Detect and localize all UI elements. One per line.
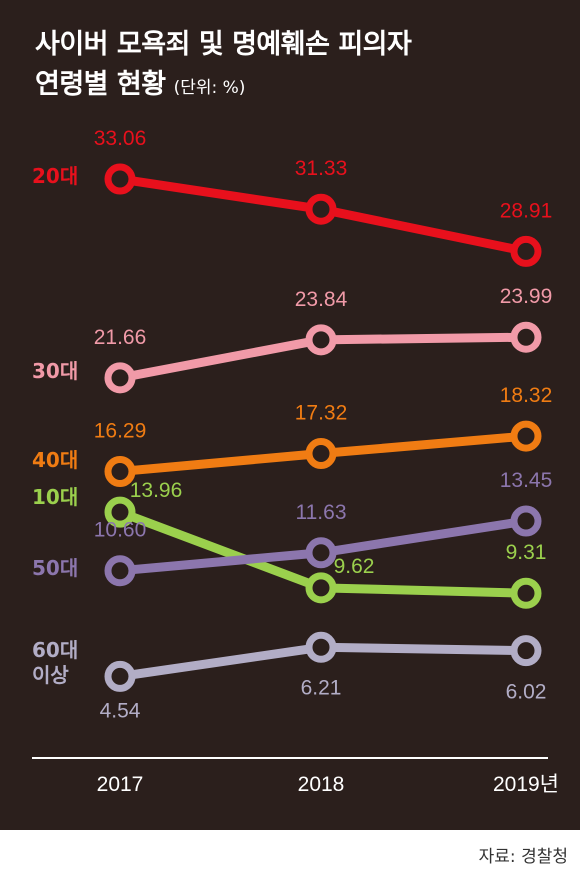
data-label: 6.21 bbox=[301, 676, 342, 699]
data-point bbox=[104, 660, 136, 692]
data-point bbox=[305, 631, 337, 663]
data-point bbox=[305, 572, 337, 604]
data-point bbox=[104, 456, 136, 488]
data-point bbox=[510, 505, 542, 537]
data-point bbox=[510, 577, 542, 609]
data-label: 13.96 bbox=[130, 479, 183, 502]
data-label: 33.06 bbox=[94, 127, 147, 150]
data-point bbox=[510, 235, 542, 267]
data-point bbox=[104, 555, 136, 587]
data-point bbox=[104, 362, 136, 394]
title-line-2-text: 연령별 현황 bbox=[35, 69, 166, 100]
series-legend-label: 이상 bbox=[32, 663, 69, 687]
title-line-1: 사이버 모욕죄 및 명예훼손 피의자 bbox=[35, 29, 412, 60]
series-legend-label: 10대 bbox=[32, 485, 78, 509]
data-label: 9.62 bbox=[334, 555, 375, 578]
data-point bbox=[104, 496, 136, 528]
data-point bbox=[305, 324, 337, 356]
data-label: 10.60 bbox=[94, 519, 147, 542]
title-line-2: 연령별 현황 (단위: %) bbox=[35, 65, 411, 108]
x-tick-label: 2019년 bbox=[493, 773, 559, 796]
data-point bbox=[510, 321, 542, 353]
data-label: 18.32 bbox=[500, 384, 553, 407]
x-tick-label: 2017 bbox=[97, 773, 144, 796]
data-point bbox=[510, 635, 542, 667]
data-point bbox=[104, 163, 136, 195]
data-point bbox=[305, 537, 337, 569]
series-legend-label: 20대 bbox=[32, 164, 78, 188]
x-tick-label: 2018 bbox=[298, 773, 345, 796]
data-label: 21.66 bbox=[94, 326, 147, 349]
line-chart: 2017 2018 2019년 33.06 31.33 28.91 20대 21.66 23.8… bbox=[32, 127, 559, 796]
data-label: 16.29 bbox=[94, 420, 147, 443]
series-legend-label: 50대 bbox=[32, 556, 78, 580]
data-point bbox=[305, 193, 337, 225]
data-label: 6.02 bbox=[506, 681, 547, 704]
data-label: 11.63 bbox=[296, 501, 347, 524]
data-label: 17.32 bbox=[295, 402, 348, 425]
data-label: 13.45 bbox=[500, 469, 553, 492]
data-label: 23.99 bbox=[500, 285, 553, 308]
series-legend-label: 60대 bbox=[32, 638, 78, 662]
data-label: 28.91 bbox=[500, 199, 553, 222]
data-label: 9.31 bbox=[506, 541, 547, 564]
chart-title: 사이버 모욕죄 및 명예훼손 피의자 연령별 현황 (단위: %) bbox=[35, 25, 412, 108]
data-point bbox=[510, 420, 542, 452]
unit-label: (단위: %) bbox=[173, 78, 246, 98]
data-label: 31.33 bbox=[295, 157, 348, 180]
series-legend-label: 30대 bbox=[32, 359, 78, 383]
source-caption: 자료: 경찰청 bbox=[478, 847, 568, 867]
chart-panel bbox=[0, 0, 580, 830]
data-label: 23.84 bbox=[295, 288, 348, 311]
series-legend-label: 40대 bbox=[32, 448, 78, 472]
data-point bbox=[305, 438, 337, 470]
data-label: 4.54 bbox=[100, 699, 141, 722]
